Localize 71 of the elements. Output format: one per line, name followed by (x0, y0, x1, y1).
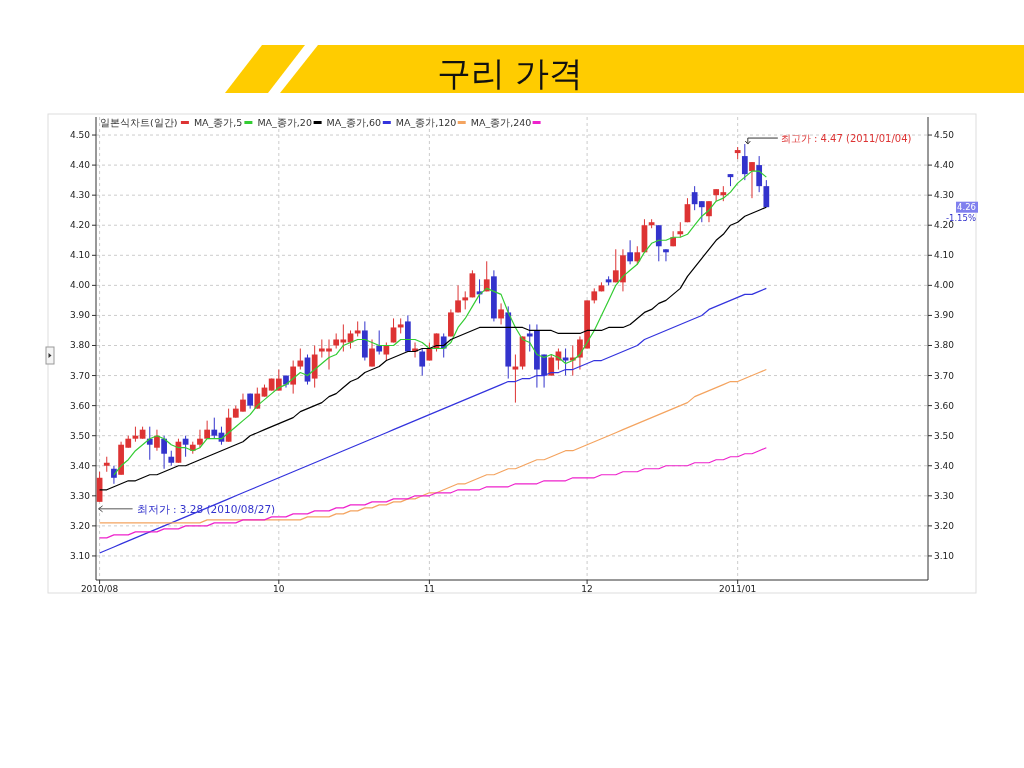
candlestick (627, 239, 633, 265)
text: 4.50 (934, 130, 955, 141)
y-tick-label: 3.30 (69, 490, 91, 501)
candlestick (297, 348, 304, 371)
text: 3.60 (934, 400, 955, 411)
line-series (98, 287, 767, 554)
y-tick-label: 3.90 (69, 310, 91, 321)
x-tick-label: 2010/08 (80, 584, 119, 594)
candlestick (146, 426, 153, 461)
x-tick-label: 11 (423, 584, 436, 594)
candlestick (111, 465, 117, 485)
candlestick (655, 224, 662, 262)
y-tick-label: 4.10 (69, 250, 91, 261)
annotation: 최저가 : 3.28 (2010/08/27) (136, 502, 276, 515)
text: 3.90 (934, 310, 955, 321)
candlestick (369, 338, 375, 368)
text: 3.10 (934, 550, 955, 561)
legend-label: MA_종가,240 (470, 117, 532, 128)
text: 4.30 (934, 190, 955, 201)
candlestick (634, 245, 641, 265)
candlestick (161, 435, 167, 470)
legend-label: MA_종가,60 (326, 117, 382, 128)
y-tick-label: 4.00 (69, 280, 91, 291)
candlestick (749, 161, 755, 199)
chart-title: 구리 가격 (436, 53, 584, 93)
text: 3.70 (934, 370, 955, 381)
text: 4.00 (934, 280, 955, 291)
text: 4.40 (934, 160, 955, 171)
candlestick (741, 143, 748, 181)
text: 3.40 (934, 460, 955, 471)
candlestick (154, 429, 160, 452)
text: 4.26 (957, 202, 976, 213)
text: 최고가 : 4.47 (2011/01/04) (780, 133, 912, 145)
candlestick (498, 302, 504, 325)
y-tick-label: 3.80 (69, 340, 91, 351)
text: 3.20 (934, 520, 955, 531)
candlestick (376, 329, 383, 356)
text: 3.50 (934, 430, 955, 441)
x-tick-label: 2011/01 (718, 584, 757, 594)
legend-label: MA_종가,5 (193, 117, 243, 128)
candlestick (663, 248, 669, 262)
y-tick-label: 3.10 (69, 550, 91, 561)
text: 4.10 (934, 250, 955, 261)
legend-label: 일본식차트(일간) (100, 117, 178, 128)
legend-label: MA_종가,20 (257, 117, 312, 128)
y-tick-label: 3.70 (69, 370, 91, 381)
y-tick-label: 3.40 (69, 460, 91, 471)
line-series (98, 447, 767, 539)
y-tick-label: 4.20 (69, 220, 91, 231)
y-tick-label: 3.50 (69, 430, 91, 441)
x-tick-label: 10 (273, 584, 285, 594)
candlestick (455, 284, 461, 313)
candlestick (197, 429, 203, 449)
y-tick-label: 4.30 (69, 190, 91, 201)
text: 3.80 (934, 340, 955, 351)
line-series (98, 368, 767, 524)
x-tick-label: 12 (581, 584, 593, 594)
legend-label: MA_종가,120 (395, 117, 457, 128)
y-tick-label: 4.40 (69, 160, 91, 171)
candlestick (211, 417, 218, 440)
y-tick-label: 4.50 (69, 130, 91, 141)
y-tick-label: 3.60 (69, 400, 91, 411)
candlestick (290, 360, 297, 395)
candlestick (383, 341, 390, 362)
candlestick (763, 179, 770, 208)
candlestick (756, 155, 763, 193)
candlestick (254, 387, 261, 410)
candlestick (419, 348, 426, 377)
text: 3.30 (934, 490, 955, 501)
y-tick-label: 3.20 (69, 520, 91, 531)
candlestick (462, 290, 469, 310)
